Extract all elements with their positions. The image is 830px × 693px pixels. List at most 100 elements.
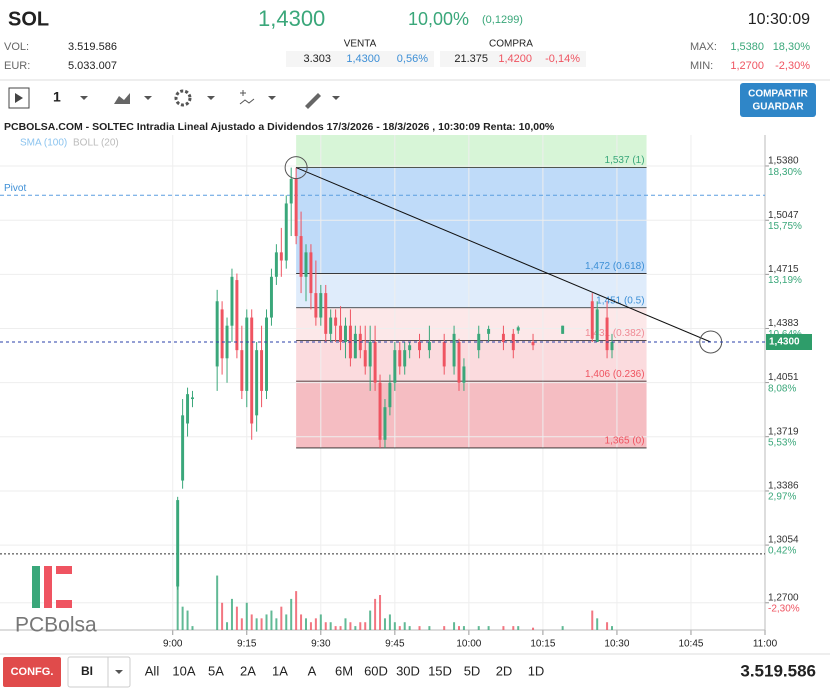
trendline: [295, 167, 711, 343]
volume-bar: [290, 598, 293, 630]
candle-body: [230, 276, 234, 326]
trendline-handle[interactable]: [284, 156, 308, 180]
fib-label: 1,537 (1): [605, 155, 645, 166]
volume-bar: [324, 622, 327, 630]
candle-body: [294, 179, 298, 237]
candle-body: [245, 317, 249, 391]
price: 1,4300: [258, 6, 325, 31]
volume-bar: [235, 606, 238, 630]
volume-bar: [226, 622, 229, 630]
mode-text[interactable]: BI: [81, 664, 93, 678]
share-button[interactable]: [740, 83, 816, 117]
panel-icon[interactable]: [8, 87, 30, 109]
candle-body: [324, 293, 328, 334]
fib-label: 1,406 (0.236): [585, 369, 645, 380]
range-button[interactable]: 1A: [272, 663, 288, 678]
volume-bar: [255, 618, 258, 630]
candle-body: [531, 341, 535, 346]
candle-body: [511, 333, 515, 351]
volume-bar: [408, 626, 411, 630]
y2-tick-label: 8,08%: [768, 383, 796, 394]
y-tick-label: 1,3054: [768, 535, 799, 546]
volume-bar: [477, 626, 480, 630]
eur-label: EUR:: [4, 60, 30, 72]
candle-body: [373, 341, 377, 383]
min-pct: -2,30%: [775, 60, 810, 72]
volume-bar: [532, 627, 535, 630]
fib-label: 1,365 (0): [605, 436, 645, 447]
chart-type-icon[interactable]: [114, 93, 130, 104]
chart-title: PCBOLSA.COM - SOLTEC Intradia Lineal Aju…: [4, 121, 555, 133]
range-button[interactable]: 2D: [496, 663, 513, 678]
candle-body: [176, 500, 180, 587]
range-button[interactable]: 6M: [335, 663, 353, 678]
candle-body: [418, 341, 421, 351]
range-button[interactable]: 60D: [364, 663, 388, 678]
interval[interactable]: 1: [53, 89, 61, 105]
volume-bar: [329, 622, 332, 630]
save-text[interactable]: GUARDAR: [752, 102, 804, 113]
change-abs: (0,1299): [482, 14, 523, 26]
x-tick-label: 10:00: [456, 639, 481, 650]
candle-body: [487, 328, 491, 334]
candle-body: [215, 301, 219, 367]
candle-body: [442, 341, 446, 367]
x-tick-label: 9:15: [237, 639, 257, 650]
dropdown-arrow: [115, 670, 123, 674]
range-button[interactable]: 2A: [240, 663, 256, 678]
config-text[interactable]: CONFG.: [11, 666, 54, 678]
volume-bar: [314, 618, 317, 630]
range-button[interactable]: 15D: [428, 663, 452, 678]
share-text[interactable]: COMPARTIR: [748, 89, 809, 100]
indicator: SMA (100): [20, 138, 67, 149]
candle-body: [181, 415, 185, 481]
candle-body: [605, 317, 609, 351]
candle-body: [393, 350, 397, 383]
candle-body: [339, 325, 343, 342]
config-button[interactable]: [3, 657, 61, 687]
buy-price: 1,4200: [498, 53, 532, 65]
volume-bar: [462, 626, 465, 630]
y2-tick-label: 18,30%: [768, 167, 802, 178]
vol-label: VOL:: [4, 41, 29, 53]
range-button[interactable]: 30D: [396, 663, 420, 678]
range-button[interactable]: 10A: [172, 663, 195, 678]
candle-body: [561, 325, 565, 334]
candle-body: [255, 350, 259, 416]
fib-band: [296, 273, 647, 308]
y-tick-label: 1,5047: [768, 210, 799, 221]
range-button[interactable]: A: [308, 663, 317, 678]
mode-select[interactable]: [67, 656, 131, 688]
range-button[interactable]: 1D: [528, 663, 545, 678]
volume-bar: [319, 614, 322, 630]
range-button[interactable]: 5A: [208, 663, 224, 678]
volume-bar: [305, 618, 307, 630]
range-button[interactable]: All: [145, 663, 160, 678]
draw-icon[interactable]: [305, 93, 321, 109]
volume-bar: [512, 626, 515, 630]
candle-body: [289, 179, 293, 204]
sell-price: 1,4300: [346, 53, 380, 65]
candle-body: [477, 333, 481, 351]
sell-label: VENTA: [344, 39, 377, 50]
candle-body: [314, 293, 318, 318]
max-pct: 18,30%: [773, 41, 811, 53]
y-tick-label: 1,3386: [768, 481, 799, 492]
candle-body: [319, 293, 323, 318]
time: 10:30:09: [748, 11, 810, 28]
volume-bar: [300, 614, 303, 630]
x-tick-label: 9:45: [385, 639, 405, 650]
indicator-icon[interactable]: [239, 90, 255, 105]
candle-body: [284, 203, 288, 261]
candle-body: [186, 394, 190, 424]
candle-body: [250, 317, 254, 424]
range-button[interactable]: 5D: [464, 663, 481, 678]
settings-icon[interactable]: [174, 89, 192, 107]
total-volume: 3.519.586: [740, 661, 816, 680]
volume-bar: [250, 614, 253, 630]
candle-body: [595, 309, 599, 342]
vol: 3.519.586: [68, 41, 117, 53]
y-tick-label: 1,4715: [768, 264, 799, 275]
candle-body: [383, 407, 387, 440]
candle-body: [363, 350, 367, 367]
